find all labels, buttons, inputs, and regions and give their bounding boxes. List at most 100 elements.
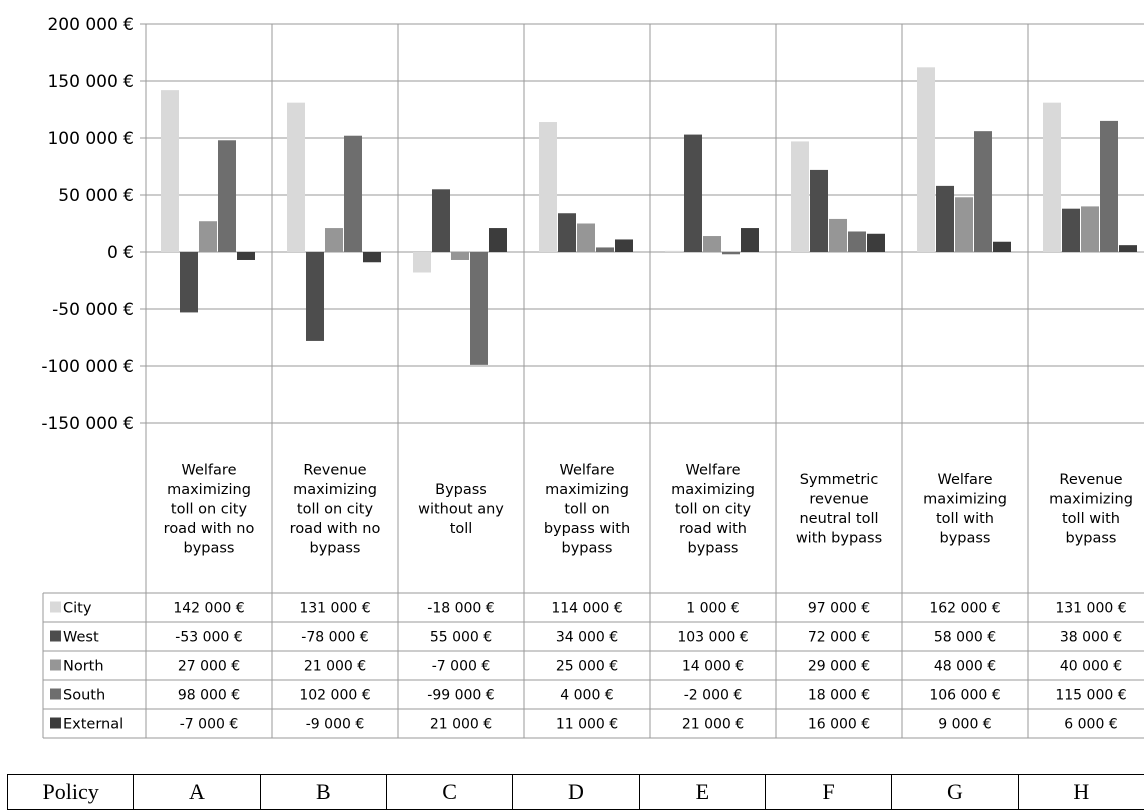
category-label: Welfare maximizing toll on city road with by… <box>671 462 755 556</box>
bar-west <box>432 189 450 252</box>
data-table-cell: 6 000 € <box>1064 717 1117 733</box>
bar-west <box>810 169 828 252</box>
policy-code: E <box>638 774 766 810</box>
bar-south <box>344 135 362 252</box>
category-label: Bypass without any toll <box>418 482 504 537</box>
bar-chart: 200 000 € 150 000 € 100 000 € 50 000 € 0 € -5… <box>41 15 1144 739</box>
bar-south <box>848 231 866 252</box>
bar-external <box>489 228 507 252</box>
data-table-cell: -18 000 € <box>427 601 494 617</box>
legend-key-city <box>50 601 61 613</box>
data-table-cell: 21 000 € <box>304 659 366 675</box>
data-table-cell: 34 000 € <box>556 630 618 646</box>
bar-south <box>470 252 488 365</box>
category-label: Welfare maximizing toll on bypass with bypas… <box>544 462 630 556</box>
policy-code: G <box>891 774 1019 810</box>
bar-external <box>1119 245 1137 252</box>
data-table-cell: 114 000 € <box>551 601 622 617</box>
policy-code: H <box>1017 774 1144 810</box>
bar-external <box>867 233 885 252</box>
bar-external <box>615 239 633 252</box>
bar-south <box>218 140 236 252</box>
data-table-cell: 102 000 € <box>299 688 370 704</box>
y-tick-label: -50 000 € <box>52 300 134 320</box>
legend-key-west <box>50 630 61 642</box>
legend-label: South <box>63 688 105 704</box>
data-table-cell: 21 000 € <box>682 717 744 733</box>
data-table-cell: 4 000 € <box>560 688 613 704</box>
data-table-cell: 9 000 € <box>938 717 991 733</box>
policy-code: A <box>133 774 261 810</box>
data-table-cell: 25 000 € <box>556 659 618 675</box>
bar-north <box>325 228 343 252</box>
data-table-cell: -78 000 € <box>301 630 368 646</box>
data-table-cell: 1 000 € <box>686 601 739 617</box>
y-tick-label: -100 000 € <box>41 357 134 377</box>
data-table-cell: -9 000 € <box>306 717 365 733</box>
legend-label: North <box>63 659 104 675</box>
bar-north <box>703 236 721 252</box>
y-tick-label: 0 € <box>107 243 134 263</box>
bar-west <box>684 134 702 252</box>
y-tick-label: 200 000 € <box>47 15 134 35</box>
y-tick-label: 100 000 € <box>47 129 134 149</box>
bar-south <box>596 247 614 252</box>
chart-area: 200 000 € 150 000 € 100 000 € 50 000 € 0 € -5… <box>41 15 1144 739</box>
data-table-cell: 142 000 € <box>173 601 244 617</box>
data-table-cell: 162 000 € <box>929 601 1000 617</box>
category-label: Symmetric revenue neutral toll with bypass <box>796 472 882 547</box>
bar-north <box>199 221 217 252</box>
bar-north <box>955 197 973 252</box>
bar-west <box>180 252 198 313</box>
bar-west <box>306 252 324 341</box>
bar-north <box>577 223 595 252</box>
y-tick-label: 150 000 € <box>47 72 134 92</box>
legend-label: West <box>63 630 99 646</box>
bar-south <box>722 252 740 255</box>
data-table-cell: 106 000 € <box>929 688 1000 704</box>
data-table-cell: 97 000 € <box>808 601 870 617</box>
bar-city <box>413 252 431 273</box>
policy-code: D <box>512 774 640 810</box>
category-label: Welfare maximizing toll with bypass <box>923 472 1007 547</box>
data-table-cell: 55 000 € <box>430 630 492 646</box>
bar-north <box>1081 206 1099 252</box>
category-label: Revenue maximizing toll with bypass <box>1049 472 1133 547</box>
data-table-cell: 38 000 € <box>1060 630 1122 646</box>
policy-code: F <box>764 774 893 810</box>
data-table-cell: 103 000 € <box>677 630 748 646</box>
data-table-cell: 131 000 € <box>299 601 370 617</box>
data-table-cell: 72 000 € <box>808 630 870 646</box>
data-table-cell: 58 000 € <box>934 630 996 646</box>
bar-city <box>539 122 557 252</box>
data-table-cell: 11 000 € <box>556 717 618 733</box>
data-table-cell: 115 000 € <box>1055 688 1126 704</box>
data-table-cell: 48 000 € <box>934 659 996 675</box>
legend-key-external <box>50 717 61 729</box>
bar-west <box>558 213 576 252</box>
category-label: Welfare maximizing toll on city road with n… <box>164 462 255 556</box>
data-table-cell: 98 000 € <box>178 688 240 704</box>
bar-south <box>974 131 992 252</box>
policy-header: Policy <box>6 774 135 810</box>
legend-key-north <box>50 659 61 671</box>
data-table-cell: 29 000 € <box>808 659 870 675</box>
bar-city <box>287 102 305 252</box>
bar-west <box>1062 208 1080 252</box>
bar-external <box>741 228 759 252</box>
bar-city <box>791 141 809 252</box>
y-tick-label: -150 000 € <box>41 414 134 434</box>
data-table-cell: 16 000 € <box>808 717 870 733</box>
data-table-cell: -2 000 € <box>684 688 743 704</box>
bar-city <box>665 250 683 252</box>
data-table-cell: -99 000 € <box>427 688 494 704</box>
data-table-cell: 131 000 € <box>1055 601 1126 617</box>
data-table-cell: -7 000 € <box>432 659 491 675</box>
bar-west <box>936 185 954 252</box>
legend-label: City <box>63 601 92 617</box>
data-table-cell: -53 000 € <box>175 630 242 646</box>
data-table-cell: 18 000 € <box>808 688 870 704</box>
data-table-cell: -7 000 € <box>180 717 239 733</box>
bar-city <box>917 67 935 252</box>
legend-label: External <box>63 717 123 733</box>
